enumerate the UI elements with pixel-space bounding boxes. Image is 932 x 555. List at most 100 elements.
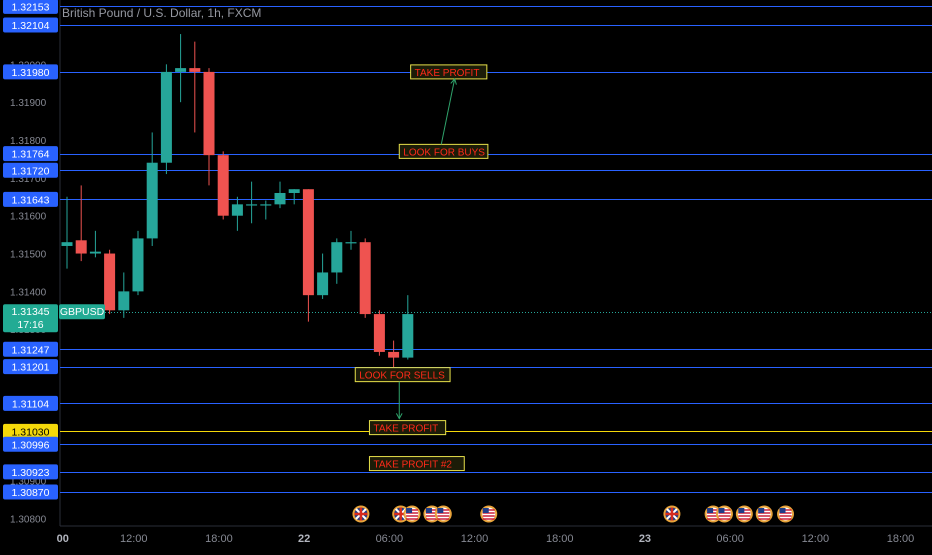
annotation-box [410, 64, 488, 80]
time-tick-label: 18:00 [887, 533, 915, 545]
badge-bg [3, 436, 58, 452]
annotation-box [398, 143, 489, 159]
badge-text: 1.30923 [12, 467, 50, 479]
flag-canton [707, 508, 714, 513]
badge-bg [3, 64, 58, 80]
horizontal-levels [60, 6, 932, 493]
candle [274, 181, 286, 209]
candle-body [189, 68, 201, 72]
annotation-label: LOOK FOR BUYS [398, 143, 489, 159]
badge-text: 1.32104 [12, 20, 50, 32]
level-price-badge: 1.30996 [3, 436, 58, 452]
badge-bg [3, 423, 58, 439]
badge-bg [3, 191, 58, 207]
uk-flag-icon [663, 505, 681, 523]
annotation-text: LOOK FOR SELLS [359, 371, 445, 382]
badge-bg [3, 464, 58, 480]
candle [388, 340, 400, 368]
annotation-label: LOOK FOR SELLS [354, 367, 451, 383]
annotation-text: LOOK FOR BUYS [403, 147, 485, 158]
us-flag-icon [777, 505, 795, 523]
candle [61, 196, 73, 269]
annotation-text: TAKE PROFIT #2 [373, 460, 452, 471]
candle [89, 230, 101, 258]
badge-bg [3, 162, 58, 178]
annotation-box [368, 456, 465, 472]
candle-body [146, 162, 158, 239]
flag-canton [406, 508, 413, 513]
symbol-tag-text: GBPUSD [60, 306, 105, 318]
annotation-text: TAKE PROFIT [373, 424, 438, 435]
candle [217, 151, 229, 220]
badge-text: 1.31201 [12, 362, 50, 374]
candle-body [160, 71, 172, 163]
level-price-badge: 1.31980 [3, 64, 58, 80]
candle-body [104, 253, 116, 311]
candle-body [388, 351, 400, 358]
time-tick-label: 23 [639, 533, 651, 545]
badge-text: 1.31720 [12, 165, 50, 177]
badge-bg [3, 484, 58, 500]
badge-text: 1.31104 [12, 398, 49, 410]
candle [189, 41, 201, 133]
candle-body [132, 238, 144, 292]
badge-text: 1.32153 [12, 1, 50, 13]
uk-flag-icon [352, 505, 370, 523]
badge-text: 1.31980 [12, 67, 50, 79]
annotation-arrow [395, 381, 403, 420]
candle-body [89, 251, 101, 254]
annotation-text: TAKE PROFIT [415, 68, 480, 79]
badge-bg [3, 17, 58, 33]
candle [331, 238, 343, 284]
arrow-head [395, 413, 403, 420]
annotation-label: TAKE PROFIT #2 [368, 456, 465, 472]
level-price-badges: 1.32153 1.32104 1.31980 1.31764 1.31720 1.316… [3, 0, 58, 500]
price-tick-label: 1.31800 [10, 136, 47, 147]
candle [118, 272, 130, 318]
badge-bg [3, 146, 58, 162]
candle [302, 189, 314, 322]
candle [146, 132, 158, 246]
annotations: TAKE PROFIT LOOK FOR BUYS LOOK FOR SELLS TA… [354, 64, 489, 472]
candle [317, 253, 329, 299]
us-flag-icon [735, 505, 753, 523]
candle-body [302, 189, 314, 296]
candle-body [217, 155, 229, 216]
badge-bg [3, 0, 58, 14]
level-price-badge: 1.30870 [3, 484, 58, 500]
candle [203, 68, 215, 186]
us-flag-icon [403, 505, 421, 523]
level-price-badge: 1.32153 [3, 0, 58, 14]
candle [132, 230, 144, 296]
time-tick-label: 18:00 [205, 533, 233, 545]
level-price-badge: 1.31030 [3, 423, 58, 439]
candle [260, 200, 272, 220]
price-tick-label: 1.30800 [10, 514, 47, 525]
annotation-label: TAKE PROFIT [368, 420, 447, 436]
us-flag-icon [434, 505, 452, 523]
candle [75, 185, 87, 262]
badge-text: 1.31764 [12, 149, 50, 161]
symbol-tag-bg [59, 304, 105, 320]
candle [373, 310, 385, 356]
time-tick-label: 06:00 [716, 533, 744, 545]
candle [104, 249, 116, 315]
level-price-badge: 1.32104 [3, 17, 58, 33]
candle [231, 196, 243, 231]
candle-body [61, 242, 73, 246]
arrow-head [450, 77, 457, 85]
level-price-badge: 1.31764 [3, 146, 58, 162]
badge-text: 1.30870 [12, 487, 50, 499]
time-tick-label: 00 [57, 533, 69, 545]
economic-events [352, 505, 795, 523]
level-price-badge: 1.31720 [3, 162, 58, 178]
annotation-label: TAKE PROFIT [410, 64, 488, 80]
price-tick-label: 1.31900 [10, 98, 47, 109]
candle-body [331, 242, 343, 273]
flag-canton [779, 508, 786, 513]
candle-body [231, 204, 243, 216]
chart-title: British Pound / U.S. Dollar, 1h, FXCM [62, 6, 262, 20]
current-price-text: 1.31345 [12, 306, 50, 318]
